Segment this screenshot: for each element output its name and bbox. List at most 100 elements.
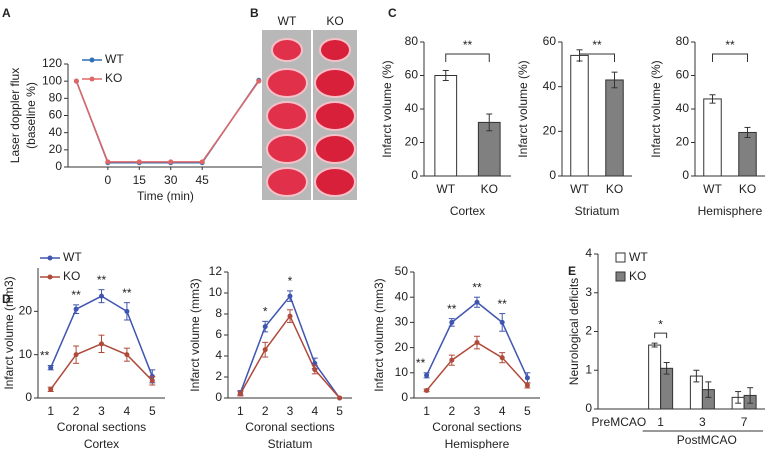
data-point	[524, 375, 530, 381]
y-tick-label: 2	[585, 324, 592, 338]
data-point	[312, 360, 318, 366]
y-tick-label: 20	[676, 135, 690, 149]
brain-slice	[266, 167, 308, 197]
bar	[605, 79, 624, 177]
y-tick-label: 3	[585, 285, 592, 299]
legend-swatch	[615, 271, 626, 282]
data-point	[99, 341, 104, 347]
bar	[434, 75, 458, 177]
x-tick-label: 5	[149, 404, 156, 418]
data-point	[287, 313, 293, 319]
brain-slice	[271, 38, 303, 62]
brain-slice	[266, 68, 308, 98]
x-tick-label: 4	[124, 404, 131, 418]
data-point	[48, 386, 54, 392]
brain-slice	[314, 68, 356, 98]
legend-marker	[89, 76, 95, 82]
data-point	[262, 347, 268, 353]
y-axis-label: Infarct volume (%)	[380, 60, 394, 157]
significance: **	[122, 286, 132, 300]
data-point	[73, 78, 79, 84]
significance: **	[725, 38, 735, 52]
y-tick-label: 20	[395, 340, 409, 354]
legend-label: KO	[105, 71, 122, 85]
panel-letter: A	[2, 6, 11, 20]
x-tick-label: 5	[524, 404, 531, 418]
y-tick-label: 8	[215, 306, 222, 320]
legend-marker	[47, 255, 53, 261]
data-point	[48, 365, 54, 371]
y-axis-label: Infarct volume (mm3)	[372, 278, 386, 391]
x-tick-label: 3	[287, 404, 294, 418]
significance-bracket	[712, 53, 748, 62]
data-point	[287, 293, 293, 299]
x-tick-label: 7	[741, 415, 748, 429]
x-tick-label: 5	[336, 404, 343, 418]
data-point	[524, 382, 530, 388]
group-label: PostMCAO	[677, 433, 737, 447]
data-point	[168, 159, 174, 165]
y-axis-label: Infarct volume (%)	[649, 60, 663, 157]
legend-label: WT	[63, 250, 82, 264]
data-point	[499, 319, 505, 325]
x-axis-label: Coronal sections	[57, 420, 146, 434]
x-tick-label: 3	[98, 404, 105, 418]
legend-marker	[89, 57, 95, 63]
y-tick-label: 100	[42, 73, 62, 87]
brain-slice	[266, 101, 308, 131]
panel-letter: D	[2, 292, 11, 306]
x-tick-label: PreMCAO	[592, 415, 647, 429]
data-point	[99, 293, 104, 299]
significance: **	[498, 297, 508, 311]
legend-label: WT	[105, 52, 124, 66]
data-point	[149, 378, 155, 384]
data-point	[237, 391, 243, 397]
y-tick-label: 2	[215, 369, 222, 383]
data-point	[199, 159, 205, 165]
y-tick-label: 20	[543, 124, 557, 138]
x-tick-label: 45	[196, 173, 210, 187]
chart-subtitle: Striatum	[575, 204, 620, 218]
photo-label: WT	[278, 14, 297, 28]
y-tick-label: 0	[55, 159, 62, 173]
y-tick-label: 60	[676, 68, 690, 82]
x-tick-label: 2	[448, 404, 455, 418]
x-tick-label: 3	[699, 415, 706, 429]
significance-bracket	[579, 53, 615, 62]
y-tick-label: 4	[585, 246, 592, 260]
y-tick-label: 0	[401, 390, 408, 404]
x-tick-label: KO	[739, 182, 756, 196]
y-tick-label: 12	[209, 264, 223, 278]
significance-bracket	[654, 332, 668, 339]
data-point	[262, 324, 268, 330]
panel-letter: B	[250, 6, 259, 20]
data-point	[337, 395, 343, 401]
x-axis-label: Coronal sections	[432, 420, 521, 434]
significance: **	[463, 38, 473, 52]
x-tick-label: 1	[423, 404, 430, 418]
data-point	[474, 340, 480, 346]
data-point	[136, 159, 142, 165]
x-tick-label: 2	[262, 404, 269, 418]
brain-slice	[314, 134, 356, 164]
x-tick-label: 1	[47, 404, 54, 418]
significance: **	[416, 356, 426, 370]
data-point	[124, 308, 130, 314]
y-tick-label: 40	[543, 79, 557, 93]
x-axis-label: Time (min)	[137, 189, 194, 203]
x-tick-label: 4	[499, 404, 506, 418]
y-tick-label: 10	[19, 347, 33, 361]
significance-bracket	[445, 53, 490, 62]
y-axis-label: Neurological deficits	[567, 278, 581, 385]
data-point	[73, 352, 79, 358]
data-point	[424, 387, 430, 393]
significance: **	[40, 349, 50, 363]
data-point	[256, 78, 262, 84]
legend-label: KO	[629, 269, 646, 283]
significance: **	[472, 280, 482, 294]
y-tick-label: 10	[209, 285, 223, 299]
y-tick-label: 0	[682, 168, 689, 182]
data-point	[449, 357, 455, 363]
brain-slice	[266, 134, 308, 164]
